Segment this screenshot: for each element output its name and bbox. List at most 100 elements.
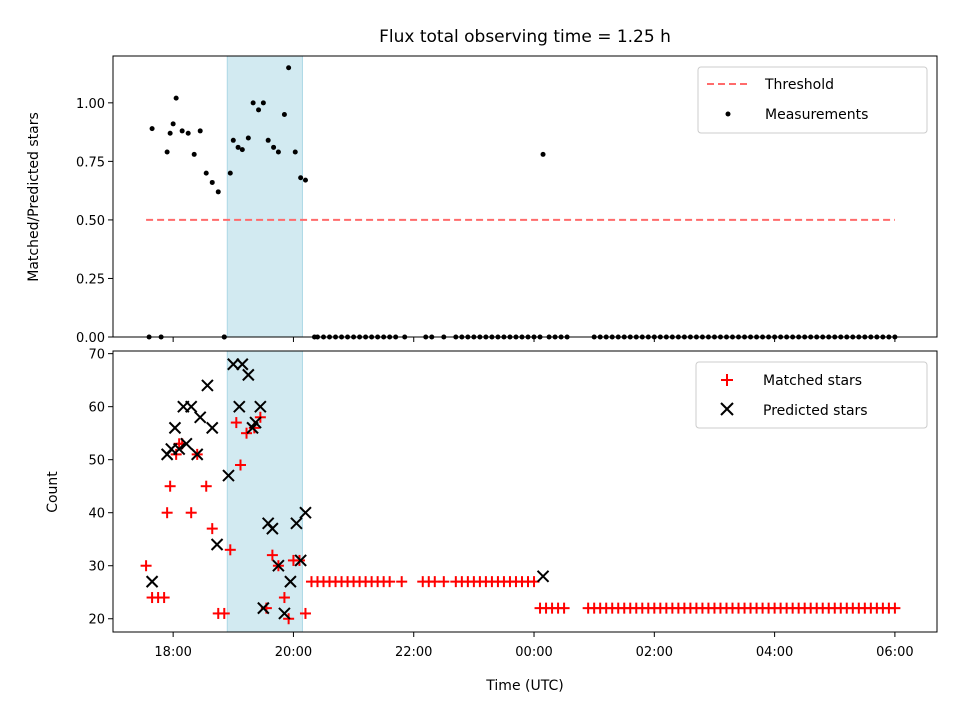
- bottom-legend-box: [695, 361, 928, 429]
- predicted-star-point: [145, 575, 159, 588]
- matched-star-point: [218, 607, 230, 619]
- top-axes-frame: [112, 55, 938, 338]
- predicted-star-point: [236, 358, 249, 371]
- xtick-label: 02:00: [636, 645, 673, 660]
- predicted-star-point: [290, 517, 303, 530]
- predicted-star-point: [257, 601, 270, 615]
- predicted-star-point: [227, 358, 240, 371]
- measurement-point: [227, 170, 233, 176]
- measurement-point: [239, 147, 245, 153]
- matched-star-point: [230, 417, 242, 429]
- predicted-star-point: [194, 411, 207, 424]
- matched-star-point: [161, 507, 173, 519]
- bottom-axes-frame: [112, 350, 938, 633]
- matched-star-point: [224, 544, 236, 556]
- matched-star-point: [206, 523, 218, 535]
- predicted-star-point: [278, 607, 291, 620]
- matched-legend-label: Matched stars: [763, 373, 862, 389]
- top-ylabel: Matched/Predicted stars: [26, 112, 42, 282]
- predicted-star-point: [222, 469, 235, 482]
- predicted-star-point: [201, 379, 214, 392]
- ytick-label: 40: [88, 507, 105, 522]
- measurement-point: [281, 112, 287, 118]
- measurement-point: [173, 95, 179, 101]
- matched-star-point: [438, 576, 450, 588]
- matched-star-point: [396, 576, 408, 588]
- ytick-label: 0.50: [76, 214, 105, 229]
- measurement-point: [286, 65, 292, 71]
- ytick-label: 60: [88, 401, 105, 416]
- xtick-label: 18:00: [154, 645, 191, 660]
- bottom-xaxis-ticks: 18:00 20:00 22:00 00:00 02:00 04:00 06:00: [154, 632, 914, 660]
- matched-star-point: [889, 602, 901, 614]
- measurement-point: [292, 149, 298, 155]
- measurement-point: [164, 149, 170, 155]
- predicted-stars-points: [145, 358, 550, 620]
- predicted-star-point: [233, 400, 246, 413]
- bottom-yaxis-ticks: 20 30 40 50 60 70: [88, 348, 113, 628]
- flux-ratio-panel: Flux total observing time = 1.25 h Match…: [26, 27, 938, 346]
- bottom-highlight-span: [226, 350, 303, 633]
- bottom-ylabel: Count: [45, 471, 61, 513]
- predicted-star-point: [210, 538, 224, 551]
- ytick-label: 0.25: [76, 272, 105, 287]
- measurement-point: [215, 189, 221, 195]
- predicted-star-point: [180, 437, 193, 450]
- predicted-star-point: [190, 448, 204, 461]
- observing-span: [226, 350, 303, 633]
- chart-title: Flux total observing time = 1.25 h: [379, 27, 671, 47]
- top-legend: Threshold Measurements: [697, 66, 928, 134]
- matched-star-point: [235, 459, 247, 471]
- matched-stars-points: [140, 411, 901, 625]
- measurement-point: [250, 100, 256, 106]
- measurement-point: [179, 128, 185, 134]
- measurement-point: [302, 177, 308, 183]
- observing-span: [226, 55, 303, 338]
- top-yaxis-ticks: 0.00 0.25 0.50 0.75 1.00: [76, 97, 113, 346]
- predicted-star-point: [284, 575, 297, 588]
- measurement-point: [167, 130, 173, 136]
- predicted-star-point: [184, 400, 198, 413]
- matched-star-point: [558, 602, 570, 614]
- measurement-point: [185, 130, 191, 136]
- measurement-point: [540, 151, 546, 157]
- ytick-label: 0.00: [76, 331, 105, 346]
- matched-star-point: [241, 427, 253, 439]
- matched-star-point: [299, 607, 311, 619]
- counts-panel: Count Time (UTC) 20 30 40 50 60 70 18:00 20:00…: [45, 348, 938, 694]
- ytick-label: 1.00: [76, 97, 105, 112]
- top-highlight-span: [226, 55, 303, 338]
- predicted-star-point: [266, 522, 279, 535]
- predicted-star-point: [242, 368, 255, 382]
- measurement-point: [265, 137, 271, 143]
- measurements-legend-swatch: [725, 111, 731, 117]
- measurement-point: [230, 137, 236, 143]
- measurement-point: [275, 149, 281, 155]
- matched-star-point: [384, 576, 396, 588]
- predicted-legend-label: Predicted stars: [763, 403, 868, 419]
- xtick-label: 20:00: [275, 645, 312, 660]
- matched-star-point: [278, 592, 290, 604]
- measurement-point: [256, 107, 262, 113]
- measurement-point: [209, 179, 215, 185]
- measurement-point: [149, 126, 155, 132]
- predicted-star-point: [206, 421, 219, 435]
- matched-star-point: [266, 549, 278, 561]
- predicted-star-point: [254, 400, 267, 413]
- matched-legend-swatch: [721, 374, 733, 386]
- ytick-label: 70: [88, 348, 105, 363]
- predicted-star-point: [299, 506, 312, 519]
- ytick-label: 0.75: [76, 155, 105, 170]
- predicted-star-point: [536, 570, 550, 583]
- xtick-label: 06:00: [876, 645, 913, 660]
- xtick-label: 00:00: [515, 645, 552, 660]
- matched-star-point: [158, 592, 170, 604]
- xtick-label: 04:00: [756, 645, 793, 660]
- measurements-legend-label: Measurements: [765, 107, 868, 123]
- matched-star-point: [185, 507, 197, 519]
- measurement-point: [197, 128, 203, 134]
- top-xaxis-ticks: [172, 337, 896, 342]
- measurement-point: [235, 144, 241, 150]
- matched-star-point: [200, 480, 212, 492]
